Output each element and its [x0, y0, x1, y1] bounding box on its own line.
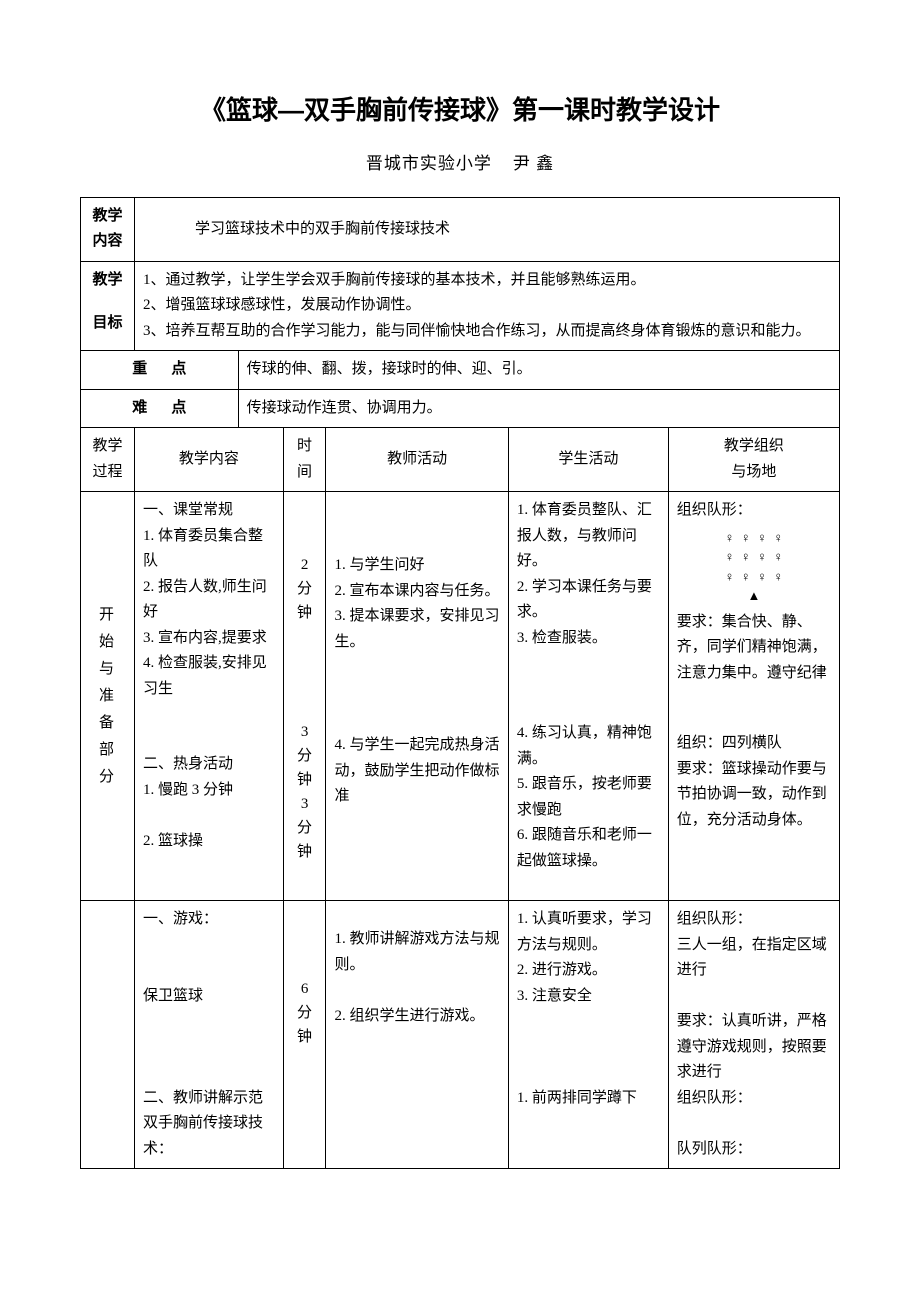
school-name: 晋城市实验小学 [366, 154, 492, 173]
header-time-col: 时 间 [283, 428, 326, 492]
phase1-teacher-b: 4. 与学生一起完成热身活动，鼓励学生把动作做标准 [334, 733, 499, 810]
header-student-col: 学生活动 [508, 428, 668, 492]
phase1-org-b: 组织：四列横队 要求：篮球操动作要与节拍协调一致，动作到位，充分活动身体。 [677, 731, 831, 833]
header-process: 教学 过程 [81, 428, 135, 492]
goal-2: 2、增强篮球球感球性，发展动作协调性。 [143, 293, 831, 319]
row-phase1: 开 始 与 准 备 部 分 一、课堂常规 1. 体育委员集合整队 2. 报告人数… [81, 492, 840, 901]
formation-row: ♀ ♀ ♀ ♀ [677, 547, 831, 567]
lesson-plan-table: 教学 内容 学习篮球技术中的双手胸前传接球技术 教学 目标 1、通过教学，让学生… [80, 197, 840, 1170]
formation-row: ♀ ♀ ♀ ♀ [677, 528, 831, 548]
row-process-header: 教学 过程 教学内容 时 间 教师活动 学生活动 教学组织 与场地 [81, 428, 840, 492]
phase2-time: 6 分 钟 [283, 901, 326, 1169]
subtitle: 晋城市实验小学 尹 鑫 [80, 150, 840, 177]
phase2-teacher: 1. 教师讲解游戏方法与规则。 2. 组织学生进行游戏。 [326, 901, 508, 1169]
author-name: 尹 鑫 [513, 154, 554, 173]
value-teaching-content: 学习篮球技术中的双手胸前传接球技术 [135, 197, 840, 261]
phase1-content-a: 一、课堂常规 1. 体育委员集合整队 2. 报告人数,师生问好 3. 宣布内容,… [143, 498, 275, 702]
page-title: 《篮球—双手胸前传接球》第一课时教学设计 [80, 90, 840, 132]
label-phase1: 开 始 与 准 备 部 分 [81, 492, 135, 901]
label-goals-top: 教学 [89, 268, 126, 294]
row-difficulty: 难点 传接球动作连贯、协调用力。 [81, 389, 840, 428]
formation-row: ♀ ♀ ♀ ♀ [677, 567, 831, 587]
phase1-teacher: 1. 与学生问好 2. 宣布本课内容与任务。 3. 提本课要求，安排见习生。 4… [326, 492, 508, 901]
formation-diagram: ♀ ♀ ♀ ♀ ♀ ♀ ♀ ♀ ♀ ♀ ♀ ♀ ▲ [677, 528, 831, 606]
row-phase2a: 一、游戏： 保卫篮球 二、教师讲解示范双手胸前传接球技术： 6 分 钟 1. 教… [81, 901, 840, 1169]
phase1-org-label: 组织队形： [677, 498, 831, 524]
phase2-content: 一、游戏： 保卫篮球 二、教师讲解示范双手胸前传接球技术： [135, 901, 284, 1169]
phase1-content: 一、课堂常规 1. 体育委员集合整队 2. 报告人数,师生问好 3. 宣布内容,… [135, 492, 284, 901]
phase1-time-b: 3 分 钟 3 分 钟 [292, 720, 318, 864]
label-goals-bottom: 目标 [89, 311, 126, 337]
label-goals: 教学 目标 [81, 261, 135, 351]
label-phase2 [81, 901, 135, 1169]
phase2-student: 1. 认真听要求，学习方法与规则。 2. 进行游戏。 3. 注意安全 1. 前两… [508, 901, 668, 1169]
phase2-org: 组织队形： 三人一组，在指定区域进行 要求：认真听讲，严格遵守游戏规则，按照要求… [668, 901, 839, 1169]
goal-1: 1、通过教学，让学生学会双手胸前传接球的基本技术，并且能够熟练运用。 [143, 268, 831, 294]
header-content-col: 教学内容 [135, 428, 284, 492]
phase2-time-a: 6 分 钟 [292, 977, 318, 1049]
phase1-student-a: 1. 体育委员整队、汇报人数，与教师问好。 2. 学习本课任务与要求。 3. 检… [517, 498, 660, 651]
value-goals: 1、通过教学，让学生学会双手胸前传接球的基本技术，并且能够熟练运用。 2、增强篮… [135, 261, 840, 351]
phase1-org: 组织队形： ♀ ♀ ♀ ♀ ♀ ♀ ♀ ♀ ♀ ♀ ♀ ♀ ▲ 要求：集合快、静… [668, 492, 839, 901]
label-keypoint: 重点 [81, 351, 239, 390]
phase1-content-b: 二、热身活动 1. 慢跑 3 分钟 2. 篮球操 [143, 752, 275, 854]
row-teaching-content: 教学 内容 学习篮球技术中的双手胸前传接球技术 [81, 197, 840, 261]
header-teacher-col: 教师活动 [326, 428, 508, 492]
label-difficulty: 难点 [81, 389, 239, 428]
phase1-time-a: 2 分 钟 [292, 553, 318, 625]
phase1-time: 2 分 钟 3 分 钟 3 分 钟 [283, 492, 326, 901]
phase2-teacher-a: 1. 教师讲解游戏方法与规则。 2. 组织学生进行游戏。 [334, 927, 499, 1029]
row-keypoint: 重点 传球的伸、翻、拨，接球时的伸、迎、引。 [81, 351, 840, 390]
label-teaching-content: 教学 内容 [81, 197, 135, 261]
value-difficulty: 传接球动作连贯、协调用力。 [238, 389, 839, 428]
row-goals: 教学 目标 1、通过教学，让学生学会双手胸前传接球的基本技术，并且能够熟练运用。… [81, 261, 840, 351]
phase1-org-req: 要求：集合快、静、齐，同学们精神饱满，注意力集中。遵守纪律 [677, 610, 831, 687]
phase1-student: 1. 体育委员整队、汇报人数，与教师问好。 2. 学习本课任务与要求。 3. 检… [508, 492, 668, 901]
phase1-student-b: 4. 练习认真，精神饱满。 5. 跟音乐，按老师要求慢跑 6. 跟随音乐和老师一… [517, 721, 660, 874]
goal-3: 3、培养互帮互助的合作学习能力，能与同伴愉快地合作练习，从而提高终身体育锻炼的意… [143, 319, 831, 345]
value-keypoint: 传球的伸、翻、拨，接球时的伸、迎、引。 [238, 351, 839, 390]
phase1-teacher-a: 1. 与学生问好 2. 宣布本课内容与任务。 3. 提本课要求，安排见习生。 [334, 553, 499, 655]
formation-teacher-mark: ▲ [677, 586, 831, 606]
header-org-col: 教学组织 与场地 [668, 428, 839, 492]
